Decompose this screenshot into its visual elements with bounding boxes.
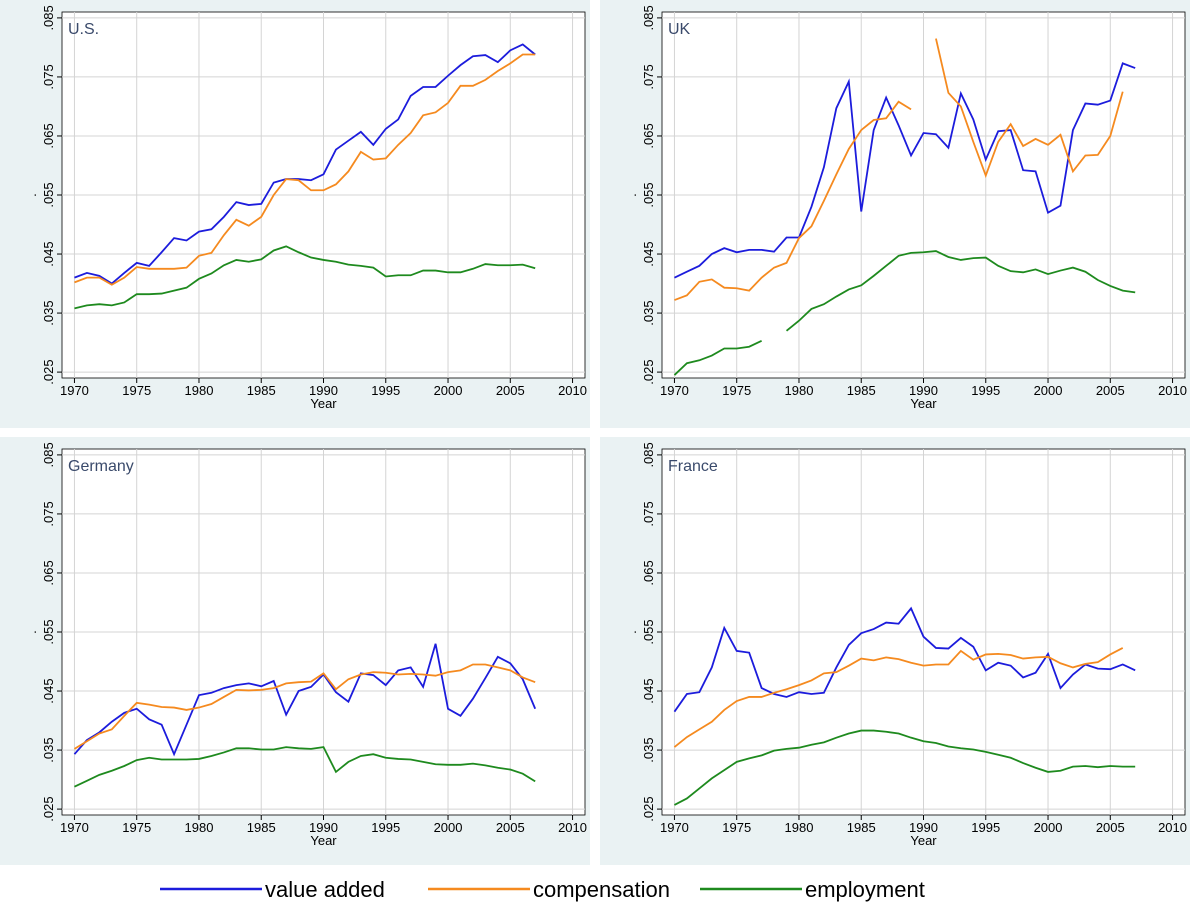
x-tick-label: 1985 (247, 383, 276, 398)
y-tick-label: .025 (41, 359, 56, 384)
panel: 1970 1975 1980 1985 1990 1995 2000 2005 2010 .025… (0, 437, 590, 865)
y-tick-label: .035 (641, 300, 656, 325)
x-tick-label: 2000 (434, 383, 463, 398)
y-axis-title: . (624, 630, 639, 634)
panel-title: UK (668, 21, 691, 38)
y-tick-label: .065 (41, 560, 56, 585)
x-tick-label: 1985 (847, 383, 876, 398)
y-tick-label: .055 (641, 182, 656, 207)
x-tick-label: 2000 (1034, 820, 1063, 835)
legend-label: value added (265, 877, 385, 902)
y-tick-label: .065 (41, 123, 56, 148)
x-tick-label: 2005 (1096, 820, 1125, 835)
y-axis-title: . (24, 630, 39, 634)
y-tick-label: .025 (41, 796, 56, 821)
x-tick-label: 1990 (309, 383, 338, 398)
x-axis-title: Year (910, 396, 937, 411)
x-tick-label: 1985 (847, 820, 876, 835)
x-tick-label: 1980 (785, 383, 814, 398)
x-tick-label: 2000 (434, 820, 463, 835)
panel-title: U.S. (68, 21, 99, 38)
y-tick-label: .035 (641, 737, 656, 762)
series-line (74, 53, 536, 286)
panel-title: France (668, 458, 718, 475)
x-tick-label: 1975 (122, 383, 151, 398)
y-tick-label: .045 (641, 678, 656, 703)
x-axis-title: Year (310, 833, 337, 848)
series-line (674, 62, 1136, 279)
legend-label: compensation (533, 877, 670, 902)
series-line (673, 250, 1136, 376)
x-tick-label: 1995 (971, 820, 1000, 835)
panel: 1970 1975 1980 1985 1990 1995 2000 2005 2010 .025… (600, 437, 1190, 865)
y-tick-label: .085 (41, 442, 56, 467)
x-tick-label: 1975 (722, 820, 751, 835)
y-axis-title: . (24, 193, 39, 197)
y-tick-label: .085 (41, 5, 56, 30)
x-tick-label: 1970 (660, 820, 689, 835)
x-tick-label: 2000 (1034, 383, 1063, 398)
y-tick-label: .035 (41, 300, 56, 325)
y-tick-label: .035 (41, 737, 56, 762)
y-tick-label: .025 (641, 796, 656, 821)
series-line (673, 606, 1136, 713)
x-tick-label: 2010 (558, 820, 587, 835)
y-tick-label: .085 (641, 442, 656, 467)
x-tick-label: 1990 (909, 383, 938, 398)
x-tick-label: 1980 (185, 820, 214, 835)
panel: 1970 1975 1980 1985 1990 1995 2000 2005 2010 .025… (0, 0, 590, 428)
x-tick-label: 1970 (60, 383, 89, 398)
y-tick-label: .055 (41, 182, 56, 207)
x-tick-label: 1970 (660, 383, 689, 398)
y-tick-label: .075 (41, 64, 56, 89)
series-line (74, 245, 536, 310)
series-line (73, 663, 536, 750)
panel-title: Germany (68, 458, 134, 475)
x-tick-label: 2005 (496, 383, 525, 398)
x-axis-title: Year (310, 396, 337, 411)
series-line (674, 38, 1124, 301)
y-tick-label: .025 (641, 359, 656, 384)
y-tick-label: .065 (641, 560, 656, 585)
panel: 1970 1975 1980 1985 1990 1995 2000 2005 2010 .025… (600, 0, 1190, 428)
y-tick-label: .055 (641, 619, 656, 644)
x-axis-title: Year (910, 833, 937, 848)
y-tick-label: .045 (41, 678, 56, 703)
x-tick-label: 2005 (1096, 383, 1125, 398)
x-tick-label: 1995 (971, 383, 1000, 398)
x-tick-label: 1970 (60, 820, 89, 835)
x-tick-label: 1995 (371, 383, 400, 398)
x-tick-label: 1990 (909, 820, 938, 835)
y-tick-label: .065 (641, 123, 656, 148)
x-tick-label: 2005 (496, 820, 525, 835)
series-line (674, 729, 1136, 806)
y-tick-label: .085 (641, 5, 656, 30)
y-tick-label: .045 (41, 241, 56, 266)
x-tick-label: 1980 (185, 383, 214, 398)
series-line (74, 746, 536, 788)
x-tick-label: 1975 (122, 820, 151, 835)
x-tick-label: 1990 (309, 820, 338, 835)
x-tick-label: 1995 (371, 820, 400, 835)
y-tick-label: .055 (41, 619, 56, 644)
x-tick-label: 2010 (1158, 383, 1187, 398)
legend-label: employment (805, 877, 925, 902)
x-tick-label: 2010 (1158, 820, 1187, 835)
y-tick-label: .075 (641, 64, 656, 89)
y-tick-label: .075 (41, 501, 56, 526)
x-tick-label: 1980 (785, 820, 814, 835)
series-line (73, 643, 537, 757)
series-line (673, 647, 1124, 748)
x-tick-label: 2010 (558, 383, 587, 398)
y-tick-label: .045 (641, 241, 656, 266)
x-tick-label: 1985 (247, 820, 276, 835)
x-tick-label: 1975 (722, 383, 751, 398)
y-tick-label: .075 (641, 501, 656, 526)
y-axis-title: . (624, 193, 639, 197)
series-line (74, 43, 536, 285)
